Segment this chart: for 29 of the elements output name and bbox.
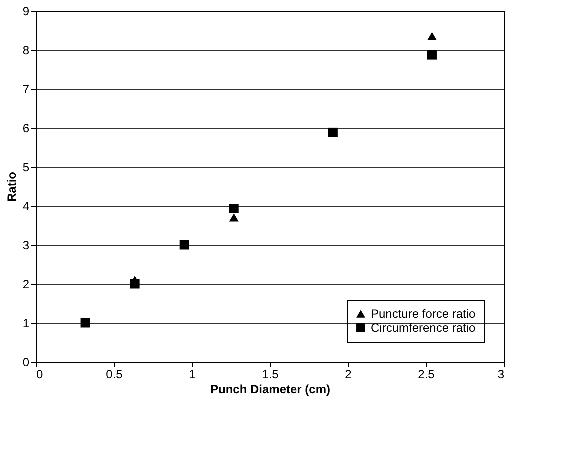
x-tick-label: 0 [36,368,44,382]
x-tick-label: 2.5 [418,368,436,382]
y-tick-label: 7 [22,82,30,96]
y-tick-label: 3 [22,238,30,252]
y-tick-label: 5 [22,160,30,174]
y-tick-label: 4 [22,200,30,214]
point [427,32,437,40]
point [229,204,239,214]
y-tick-label: 1 [22,316,30,330]
y-tick-label: 8 [22,44,30,58]
y-tick-label: 2 [22,278,30,292]
point [180,240,190,250]
point [130,279,140,289]
x-tick-label: 1.5 [262,368,280,382]
point [229,214,239,222]
point [427,50,437,60]
y-tick-label: 6 [22,122,30,136]
x-axis-title: Punch Diameter (cm) [210,382,331,396]
point [328,128,338,138]
x-tick-label: 1 [189,368,196,382]
x-tick-label: 3 [498,368,505,382]
y-tick-label: 9 [22,4,30,18]
x-tick-label: 2 [345,368,352,382]
legend-label: Puncture force ratio [371,307,476,321]
point [80,318,90,328]
legend-label: Circumference ratio [371,321,476,335]
y-tick-label: 0 [22,356,30,370]
x-tick-label: 0.5 [106,368,124,382]
y-axis-title: Ratio [4,172,19,202]
